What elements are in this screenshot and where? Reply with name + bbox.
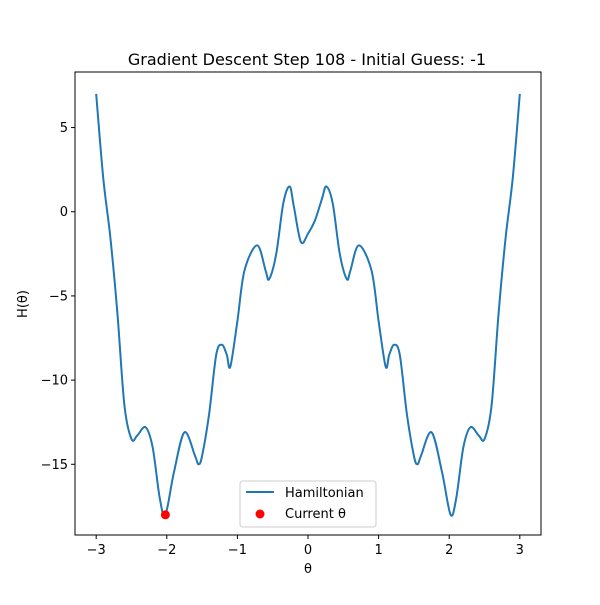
- x-axis-label: θ: [304, 562, 312, 577]
- x-axis: −3 −2 −1 0 1 2 3: [87, 535, 524, 558]
- y-tick-label: 0: [60, 205, 68, 220]
- x-tick-label: 3: [516, 543, 524, 558]
- y-axis: 5 0 −5 −10 −15: [41, 121, 75, 473]
- y-tick-label: −10: [41, 374, 68, 389]
- x-tick-label: −3: [87, 543, 106, 558]
- y-tick-label: −5: [49, 289, 68, 304]
- legend-label-current-theta: Current θ: [285, 507, 346, 522]
- chart-title: Gradient Descent Step 108 - Initial Gues…: [128, 50, 486, 69]
- x-tick-label: 1: [374, 543, 382, 558]
- x-tick-label: 0: [304, 543, 312, 558]
- legend-label-hamiltonian: Hamiltonian: [285, 486, 364, 501]
- x-tick-label: 2: [445, 543, 453, 558]
- y-tick-label: −15: [41, 458, 68, 473]
- y-tick-label: 5: [60, 121, 68, 136]
- x-tick-label: −1: [228, 543, 247, 558]
- x-tick-label: −2: [157, 543, 176, 558]
- current-theta-point: [160, 510, 170, 520]
- legend-marker-swatch: [255, 509, 265, 519]
- y-axis-label: H(θ): [16, 290, 31, 318]
- plot-area: [95, 93, 521, 520]
- legend: Hamiltonian Current θ: [239, 480, 377, 528]
